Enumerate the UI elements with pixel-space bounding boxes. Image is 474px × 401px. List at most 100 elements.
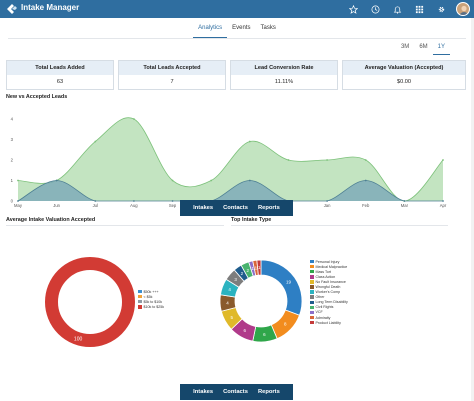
gear-icon[interactable] xyxy=(434,2,448,16)
legend-item[interactable]: Class Action xyxy=(310,274,348,279)
legend-label: Wrongful Death xyxy=(315,285,341,290)
data-point xyxy=(403,200,406,202)
y-tick-label: 0 xyxy=(11,199,14,204)
x-tick-label: Feb xyxy=(362,203,370,208)
star-icon[interactable] xyxy=(346,2,360,16)
x-tick-label: Jul xyxy=(93,203,98,208)
clock-icon[interactable] xyxy=(368,2,382,16)
kpi-value: 63 xyxy=(56,79,64,85)
legend-item[interactable]: Civil Rights xyxy=(310,305,348,310)
kpi-title: Total Leads Added xyxy=(7,61,113,75)
nav-intakes[interactable]: Intakes xyxy=(193,205,214,211)
grid-icon[interactable] xyxy=(412,2,426,16)
data-point xyxy=(248,179,251,182)
slice-label: 1 xyxy=(255,265,258,270)
kpi-card-total-leads-accepted: Total Leads Accepted 7 xyxy=(118,60,226,90)
floating-nav-top: Intakes Contacts Reports xyxy=(180,200,293,216)
legend-swatch xyxy=(310,320,314,325)
kpi-title: Average Valuation (Accepted) xyxy=(343,61,465,75)
data-point xyxy=(326,159,328,161)
tab-events[interactable]: Events xyxy=(232,25,251,31)
kpi-cards: Total Leads Added 63 Total Leads Accepte… xyxy=(6,60,466,90)
nav-contacts[interactable]: Contacts xyxy=(223,205,248,211)
x-tick-label: Jan xyxy=(324,203,331,208)
app-title: Intake Manager xyxy=(21,3,80,12)
data-point xyxy=(210,179,213,182)
legend-item[interactable]: Medical Malpractice xyxy=(310,264,348,269)
x-tick-label: May xyxy=(14,203,23,208)
legend-item[interactable]: Mass Tort xyxy=(310,269,348,274)
data-point xyxy=(442,159,444,161)
slice-label: 4 xyxy=(226,300,229,305)
range-1y[interactable]: 1Y xyxy=(432,42,450,55)
legend-swatch xyxy=(310,280,314,284)
section-title-top-intake: Top Intake Type xyxy=(231,217,272,223)
legend-swatch xyxy=(310,295,314,299)
section-title-new-vs-accepted: New vs Accepted Leads xyxy=(6,94,68,100)
range-3m[interactable]: 3M xyxy=(400,44,410,50)
series-line-0 xyxy=(17,117,444,202)
data-point xyxy=(133,200,135,202)
legend-label: Mass Tort xyxy=(315,269,332,274)
series-area-0 xyxy=(18,117,443,201)
legend-swatch xyxy=(138,294,142,299)
legend-item[interactable]: < $5k xyxy=(138,294,164,299)
legend-label: Personal Injury xyxy=(315,259,340,264)
legend-item[interactable]: Wrongful Death xyxy=(310,284,348,289)
legend-swatch xyxy=(138,299,142,304)
legend-item[interactable]: Long Term Disability xyxy=(310,300,348,305)
nav-intakes[interactable]: Intakes xyxy=(193,389,214,395)
legend-label: $5k to $10k xyxy=(143,299,163,304)
legend-label: $50k +++ xyxy=(143,289,159,294)
legend-label: No Fault Insurance xyxy=(315,279,346,284)
series-area-1 xyxy=(18,180,443,201)
data-point xyxy=(364,159,367,161)
legend-item[interactable]: Other xyxy=(310,295,348,300)
x-tick-label: Apr xyxy=(440,203,447,208)
bell-icon[interactable] xyxy=(390,2,404,16)
legend-item[interactable]: $50k +++ xyxy=(138,289,164,294)
y-tick-label: 1 xyxy=(11,178,14,183)
legend-item[interactable]: Product Liability xyxy=(310,320,348,325)
legend-swatch xyxy=(138,305,142,309)
range-6m[interactable]: 6M xyxy=(419,44,428,50)
legend-item[interactable]: Personal Injury xyxy=(310,259,348,264)
page-scrollbar[interactable] xyxy=(471,18,474,401)
legend-swatch xyxy=(138,289,142,294)
legend-item[interactable]: Admiralty xyxy=(310,315,348,320)
slice-label: 5 xyxy=(230,315,233,320)
slice-label: 100 xyxy=(74,336,83,342)
x-tick-label: Mar xyxy=(401,203,409,208)
series-line-1 xyxy=(17,180,443,202)
area-chart: 01234MayJunJulAugSepOctNovDecJanFebMarAp… xyxy=(11,117,447,209)
legend-item[interactable]: No Fault Insurance xyxy=(310,279,348,284)
data-point xyxy=(326,200,328,202)
slice-label: 6 xyxy=(263,332,266,337)
legend-swatch xyxy=(310,269,314,274)
kpi-value: 11.11% xyxy=(274,79,294,85)
data-point xyxy=(133,118,135,120)
legend-swatch xyxy=(310,259,314,264)
legend-item[interactable]: VCF xyxy=(310,310,348,315)
legend-item[interactable]: $10k to $25k xyxy=(138,304,164,309)
legend-item[interactable]: $5k to $10k xyxy=(138,299,164,304)
tab-analytics[interactable]: Analytics xyxy=(193,18,228,38)
kpi-card-lead-conversion-rate: Lead Conversion Rate 11.11% xyxy=(230,60,338,90)
x-tick-label: Aug xyxy=(130,203,138,208)
legend-label: VCF xyxy=(315,310,323,315)
slice-label: 6 xyxy=(243,328,246,333)
y-tick-label: 3 xyxy=(11,137,14,142)
slice-label: 2 xyxy=(247,268,250,273)
legend-label: Class Action xyxy=(315,274,336,279)
tab-tasks[interactable]: Tasks xyxy=(260,25,276,31)
nav-reports[interactable]: Reports xyxy=(257,389,280,395)
nav-contacts[interactable]: Contacts xyxy=(223,389,248,395)
data-point xyxy=(442,200,444,202)
nav-reports[interactable]: Reports xyxy=(257,205,280,211)
legend-label: Product Liability xyxy=(315,320,341,325)
avatar[interactable] xyxy=(456,2,470,16)
legend-item[interactable]: Worker's Comp xyxy=(310,290,348,295)
kpi-card-total-leads-added: Total Leads Added 63 xyxy=(6,60,114,90)
slice-label: 1 xyxy=(251,266,254,271)
section-title-avg-valuation: Average Intake Valuation Accepted xyxy=(6,217,96,223)
